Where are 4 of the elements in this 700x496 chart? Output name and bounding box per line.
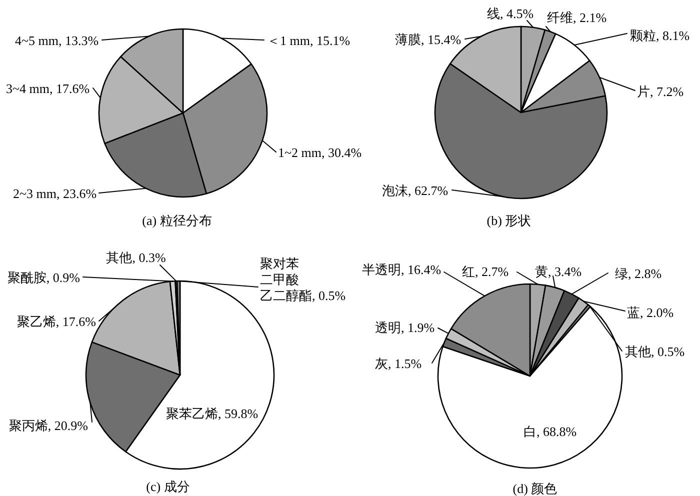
title: (c) 成分 — [146, 478, 190, 494]
title: (b) 形状 — [486, 212, 532, 228]
title: (d) 颜色 — [512, 480, 558, 496]
title: (a) 粒径分布 — [142, 212, 212, 228]
